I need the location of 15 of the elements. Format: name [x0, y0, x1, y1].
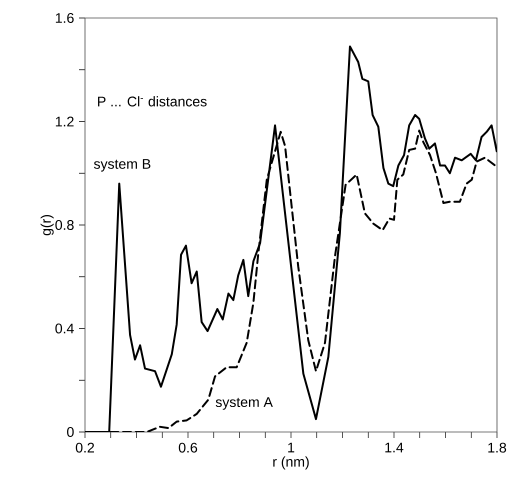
x-axis-title: r (nm)	[273, 456, 309, 470]
y-tick-label: 1.2	[56, 116, 74, 126]
y-tick-label: 0.8	[55, 220, 74, 230]
x-tick-label: 0.6	[178, 442, 198, 453]
annotation: P ... Cl$^{-}$ distances	[98, 96, 207, 106]
y-tick-label: 1.6	[56, 13, 74, 23]
x-tick-label: 1	[288, 442, 294, 452]
x-tick-label: 1.4	[385, 442, 404, 452]
y-axis-title: g(r)	[40, 214, 54, 236]
y-tick-label: 0	[67, 427, 74, 437]
series-label: system A	[216, 397, 273, 410]
series-label: system B	[94, 159, 150, 172]
y-tick-label: 0.4	[55, 324, 74, 334]
x-tick-label: 1.8	[488, 442, 506, 453]
x-tick-label: 0.2	[76, 442, 94, 453]
